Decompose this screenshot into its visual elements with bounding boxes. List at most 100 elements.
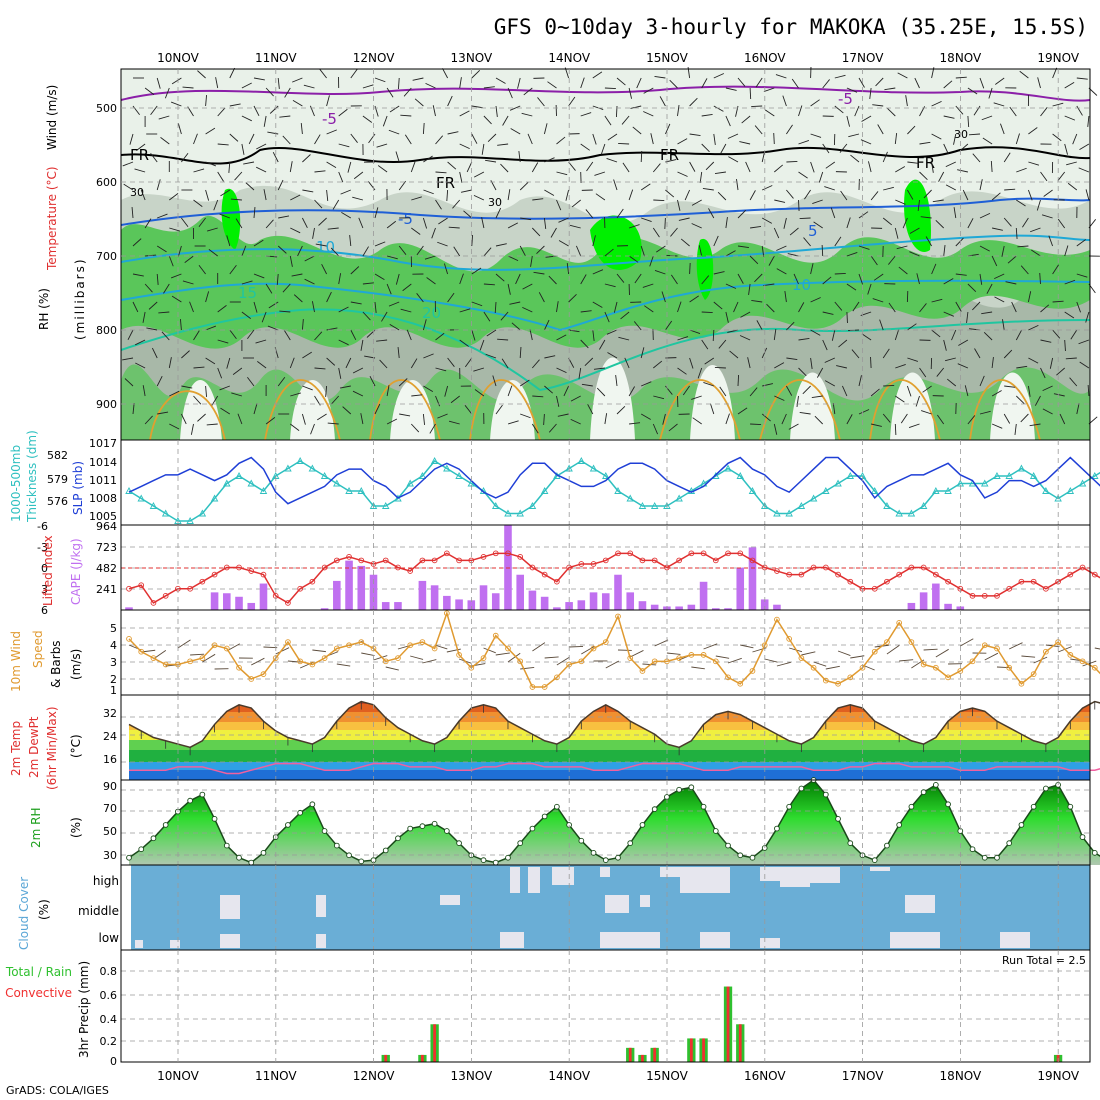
wind-barb	[968, 133, 981, 136]
thickness-series-point	[870, 487, 879, 494]
wind-barb	[848, 133, 860, 138]
temp-fill-band	[129, 762, 1090, 770]
bottom-date-label: 19NOV	[1037, 1069, 1079, 1083]
wind-barb	[824, 357, 835, 363]
lifted-index-series-point	[444, 550, 450, 557]
cape-bar	[125, 607, 133, 610]
wind-barb	[618, 142, 630, 145]
wind-barb	[919, 367, 927, 378]
wind-barb	[580, 77, 585, 89]
wind-speed-series-point	[492, 632, 499, 639]
wind-barb	[304, 278, 315, 285]
wind-barb	[1004, 385, 1016, 388]
wind-barb	[580, 339, 589, 349]
wind-barb	[386, 385, 390, 397]
wind-barb	[691, 223, 702, 229]
wind-barb	[268, 301, 279, 309]
slp-panel-bg	[121, 440, 1090, 525]
wind-barb	[399, 413, 411, 417]
wind-speed-series-point	[480, 655, 487, 661]
wind-barb	[894, 133, 898, 145]
wind-barb	[410, 358, 418, 369]
wind-barb	[762, 383, 774, 387]
wind-barb	[177, 245, 182, 257]
surface-wind-barb	[434, 644, 448, 650]
wind-barb	[500, 163, 509, 173]
wind-barb	[1052, 264, 1059, 275]
wind-barb	[338, 171, 344, 183]
wind-barb	[338, 273, 342, 285]
rh-series-point	[602, 857, 609, 863]
wind-speed-series-point	[920, 661, 927, 668]
wind-barb	[376, 339, 388, 342]
cloud-low-block	[220, 934, 240, 948]
wind-barb	[636, 77, 642, 89]
chart-title: GFS 0~10day 3-hourly for MAKOKA (35.25E,…	[494, 15, 1088, 39]
wind-barb	[704, 357, 715, 365]
wind-barb	[883, 186, 894, 191]
lifted-index-series-point	[884, 578, 890, 585]
cape-bar	[724, 608, 732, 610]
wind-barb	[909, 227, 920, 234]
wind-barb	[291, 273, 303, 277]
precip-ytick-label: 0.8	[100, 965, 118, 978]
wind-barb	[756, 320, 763, 331]
wind-barb	[776, 245, 787, 251]
thickness-series-point	[919, 502, 928, 509]
rh-series-point	[492, 859, 499, 866]
wind-barb	[581, 383, 593, 387]
precip-convective-bar	[628, 1047, 632, 1062]
wind-barb	[798, 171, 808, 179]
lifted-index-series-point	[700, 550, 707, 557]
thickness-series-point	[540, 487, 549, 494]
wind-axis-label: Wind (m/s)	[45, 85, 59, 150]
cape-bar	[675, 606, 683, 610]
temp-axis-label: Temperature (°C)	[45, 166, 59, 271]
wind-barb	[132, 273, 144, 277]
wind-barb	[389, 105, 400, 113]
wind-barb	[1052, 329, 1061, 339]
cape-ytick-label: 482	[96, 562, 117, 575]
wind-barb	[157, 213, 168, 219]
surface-wind-barb	[202, 653, 216, 663]
wind-barb	[464, 357, 473, 368]
wind-barb	[786, 321, 795, 331]
wind-barb	[464, 405, 473, 415]
wind-barb	[494, 301, 497, 314]
rh-dry-dome-6	[690, 365, 735, 440]
thickness-series-point	[418, 472, 427, 479]
wind-barb	[507, 255, 519, 262]
wind-barb	[951, 329, 957, 341]
wind-barb	[1022, 217, 1029, 228]
precip-axis-label: 3hr Precip (mm)	[77, 961, 91, 1058]
temp-contour-freezing	[120, 146, 1091, 165]
lifted-index-series-point	[945, 578, 951, 585]
thickness-series-point	[907, 509, 916, 517]
wind-barb	[495, 207, 502, 219]
wind-barb	[1028, 161, 1040, 166]
wind-barb	[604, 87, 616, 90]
wind-barb	[459, 273, 464, 285]
wind-barb	[131, 207, 134, 219]
wind-barb	[151, 347, 158, 359]
cloud-low-block	[500, 932, 524, 948]
wind-barb	[326, 129, 337, 135]
wind-barb	[677, 336, 689, 341]
wind-barb	[979, 77, 985, 89]
wind-barb	[556, 301, 559, 313]
wind-barb	[208, 249, 218, 257]
wind-barb	[289, 255, 293, 267]
wind-barb	[184, 255, 194, 263]
wind-barb	[520, 413, 531, 419]
wind-barb	[979, 245, 990, 252]
wind-barb	[144, 218, 152, 229]
wind-barb	[471, 329, 476, 341]
rh-series-point	[333, 842, 340, 849]
wind-barb	[604, 115, 612, 126]
wind-barb	[459, 110, 470, 117]
wind-barb	[789, 227, 799, 236]
wind-barb	[523, 87, 533, 96]
wind-speed-series-point	[1079, 658, 1086, 665]
wind-barb	[247, 329, 255, 340]
surface-wind-barb	[825, 665, 840, 670]
